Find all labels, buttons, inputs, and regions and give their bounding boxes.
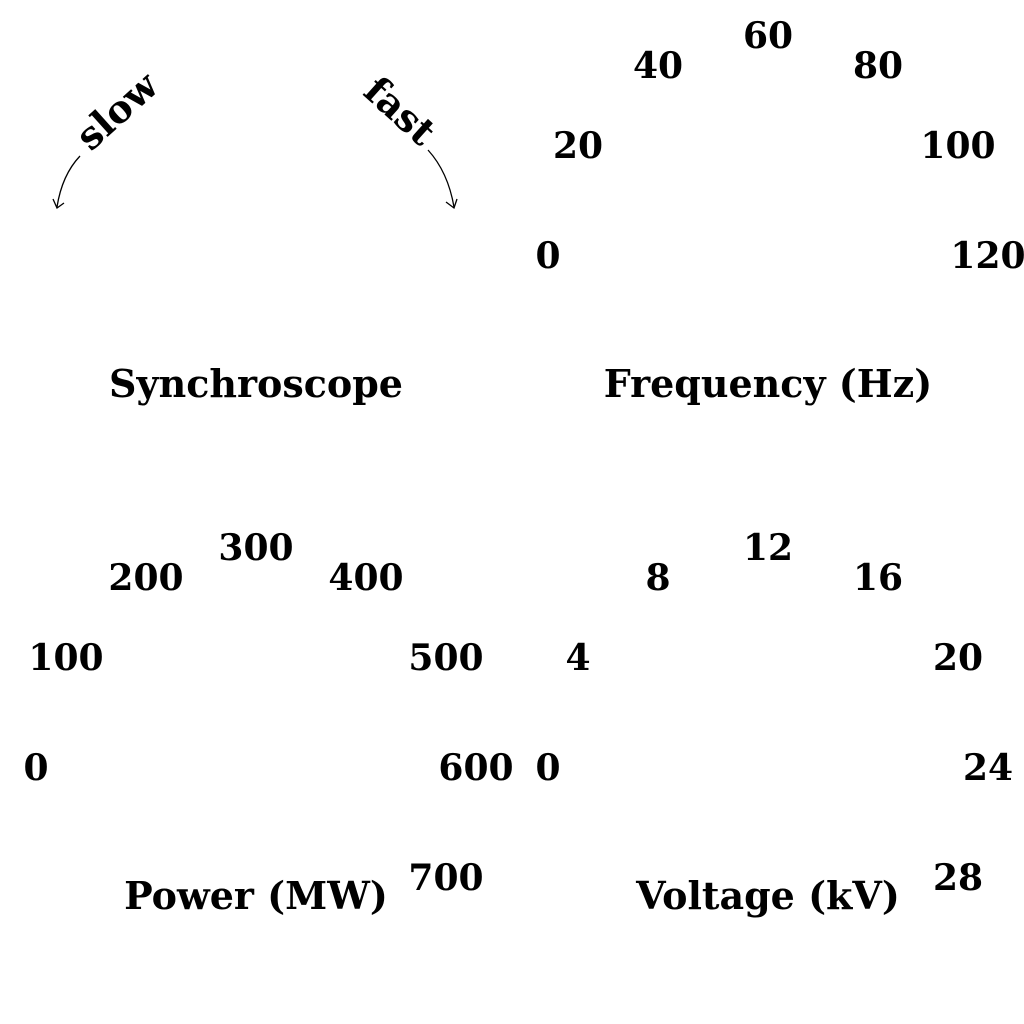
frequency-tick-label: 80	[852, 45, 904, 87]
voltage-panel: 0 4 8 12 16 20 24 28 Voltage (kV)	[512, 512, 1024, 1024]
power-tick-label: 200	[108, 557, 184, 599]
frequency-tick-label: 40	[632, 45, 684, 87]
power-tick-label: 600	[438, 747, 514, 789]
power-tick-label: 500	[408, 637, 484, 679]
power-tick-label: 700	[408, 857, 484, 899]
voltage-tick-label: 4	[565, 637, 591, 679]
voltage-title: Voltage (kV)	[636, 873, 900, 918]
voltage-tick-label: 28	[932, 857, 984, 899]
frequency-tick-label: 20	[552, 125, 604, 167]
voltage-tick-label: 0	[535, 747, 561, 789]
synchroscope-title: Synchroscope	[109, 361, 403, 406]
frequency-tick-label: 100	[920, 125, 996, 167]
frequency-title: Frequency (Hz)	[603, 361, 933, 406]
slow-arrow	[56, 155, 81, 208]
synchroscope-arrows	[52, 149, 458, 210]
voltage-tick-label: 16	[852, 557, 904, 599]
synchroscope-panel: slow fast Synchroscope	[0, 0, 512, 512]
power-panel: 0 100 200 300 400 500 600 700 Power (MW)	[0, 512, 514, 1024]
fast-arrowhead	[445, 198, 458, 210]
voltage-tick-label: 12	[742, 527, 794, 569]
frequency-tick-label: 0	[535, 235, 561, 277]
slow-arrowhead	[52, 198, 65, 209]
frequency-panel: 0 20 40 60 80 100 120 Frequency (Hz)	[512, 0, 1024, 512]
power-title: Power (MW)	[124, 873, 388, 918]
voltage-tick-label: 24	[962, 747, 1014, 789]
frequency-tick-label: 120	[950, 235, 1024, 277]
voltage-tick-label: 20	[932, 637, 984, 679]
power-tick-label: 0	[23, 747, 49, 789]
power-tick-label: 300	[218, 527, 294, 569]
fast-arrow	[427, 149, 455, 208]
power-tick-label: 400	[328, 557, 404, 599]
power-tick-label: 100	[28, 637, 104, 679]
frequency-tick-label: 60	[742, 15, 794, 57]
voltage-tick-label: 8	[645, 557, 671, 599]
